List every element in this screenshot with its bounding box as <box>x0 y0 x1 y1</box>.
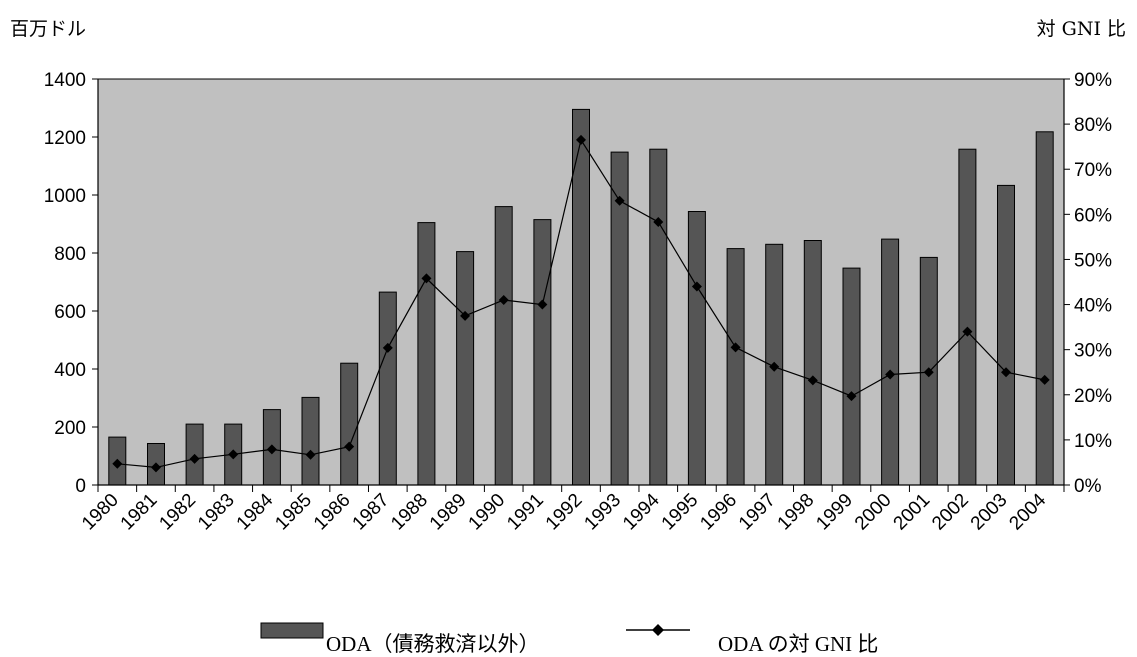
x-tick-label-1997: 1997 <box>735 490 780 535</box>
right-axis-ticks: 0% 10% 20% 30% 40% 50% 60% 70% 80% 90% <box>1064 70 1112 497</box>
point-1990 <box>498 295 509 306</box>
bar-1998 <box>803 240 822 486</box>
legend-bar-swatch <box>260 622 324 639</box>
point-1986 <box>344 441 355 452</box>
left-tick-label-400: 400 <box>54 360 86 381</box>
point-2003 <box>1001 367 1012 378</box>
point-1994 <box>653 217 664 228</box>
bar-1995 <box>687 211 706 486</box>
bar-1991 <box>533 219 552 486</box>
x-tick-label-1992: 1992 <box>542 490 587 535</box>
x-tick-label-1981: 1981 <box>117 490 162 535</box>
point-1999 <box>846 391 857 402</box>
right-tick-label-30%: 30% <box>1074 341 1112 362</box>
point-1991 <box>537 299 548 310</box>
bar-2002 <box>958 148 977 486</box>
x-tick-label-1998: 1998 <box>774 490 819 535</box>
right-tick-label-60%: 60% <box>1074 205 1112 226</box>
left-tick-label-600: 600 <box>54 302 86 323</box>
point-1987 <box>382 342 393 353</box>
x-tick-label-1984: 1984 <box>233 489 278 534</box>
point-1988 <box>421 273 432 284</box>
point-1993 <box>614 195 625 206</box>
right-tick-label-10%: 10% <box>1074 431 1112 452</box>
bar-1988 <box>417 222 436 486</box>
point-2004 <box>1039 374 1050 385</box>
right-axis-unit: 対 GNI 比 <box>1037 18 1126 40</box>
bar-1986 <box>340 362 359 486</box>
x-tick-label-1989: 1989 <box>426 490 471 535</box>
point-1989 <box>460 310 471 321</box>
right-tick-label-70%: 70% <box>1074 160 1112 181</box>
x-axis-ticks: 1980198119821983198419851986198719881989… <box>78 485 1065 535</box>
left-tick-label-1400: 1400 <box>44 70 86 91</box>
x-tick-label-2003: 2003 <box>967 490 1012 535</box>
bar-2003 <box>997 184 1015 486</box>
point-1980 <box>112 458 123 469</box>
x-tick-label-1986: 1986 <box>310 490 355 535</box>
line-series <box>112 134 1050 473</box>
point-1984 <box>266 444 277 455</box>
bar-1994 <box>649 148 668 486</box>
point-1985 <box>305 449 316 460</box>
legend: ODA（債務救済以外） ODA の対 GNI 比 <box>260 622 878 656</box>
legend-line-marker <box>652 624 664 636</box>
axes <box>97 79 1065 486</box>
bar-series <box>108 108 1054 486</box>
x-tick-label-1994: 1994 <box>619 489 664 534</box>
right-tick-label-0%: 0% <box>1074 476 1102 497</box>
x-tick-label-1983: 1983 <box>194 490 239 535</box>
point-1997 <box>769 361 780 372</box>
bar-1999 <box>842 267 861 486</box>
right-tick-label-50%: 50% <box>1074 250 1112 271</box>
x-tick-label-1985: 1985 <box>271 490 316 535</box>
x-tick-label-1996: 1996 <box>696 490 741 535</box>
x-tick-label-1993: 1993 <box>580 490 625 535</box>
point-1998 <box>807 375 818 386</box>
point-1995 <box>691 281 702 292</box>
point-2002 <box>962 326 973 337</box>
x-tick-label-2000: 2000 <box>851 490 896 535</box>
x-tick-label-2002: 2002 <box>928 490 973 535</box>
left-tick-label-800: 800 <box>54 244 86 265</box>
bar-1996 <box>726 248 745 486</box>
x-tick-label-2001: 2001 <box>890 490 935 535</box>
point-2000 <box>885 369 896 380</box>
x-tick-label-2004: 2004 <box>1005 489 1050 534</box>
legend-bar-label: ODA（債務救済以外） <box>326 632 540 656</box>
point-1996 <box>730 342 741 353</box>
point-1982 <box>189 453 200 464</box>
right-tick-label-20%: 20% <box>1074 386 1112 407</box>
left-tick-label-1000: 1000 <box>44 186 86 207</box>
x-tick-label-1987: 1987 <box>349 490 394 535</box>
legend-line-label: ODA の対 GNI 比 <box>718 632 878 656</box>
right-tick-label-90%: 90% <box>1074 70 1112 91</box>
point-1992 <box>576 134 586 145</box>
point-2001 <box>923 367 934 378</box>
x-tick-label-1991: 1991 <box>503 490 548 535</box>
x-tick-label-1995: 1995 <box>658 490 703 535</box>
x-tick-label-1988: 1988 <box>387 490 432 535</box>
point-1983 <box>228 449 239 460</box>
x-tick-label-1999: 1999 <box>812 490 857 535</box>
bar-1990 <box>494 206 513 486</box>
bar-1989 <box>456 251 475 486</box>
left-axis-ticks: 0 200 400 600 800 1000 1200 1400 <box>44 70 98 497</box>
x-tick-label-1990: 1990 <box>465 490 510 535</box>
bar-2000 <box>881 238 900 486</box>
bar-1985 <box>301 396 320 486</box>
left-tick-label-1200: 1200 <box>44 128 86 149</box>
left-tick-label-0: 0 <box>75 476 86 497</box>
right-tick-label-80%: 80% <box>1074 115 1112 136</box>
right-tick-label-40%: 40% <box>1074 296 1112 317</box>
x-tick-label-1982: 1982 <box>155 490 200 535</box>
point-1981 <box>150 462 161 473</box>
bar-2004 <box>1035 131 1054 486</box>
left-tick-label-200: 200 <box>54 418 86 439</box>
left-axis-unit: 百万ドル <box>10 18 86 40</box>
bar-1987 <box>378 291 397 486</box>
